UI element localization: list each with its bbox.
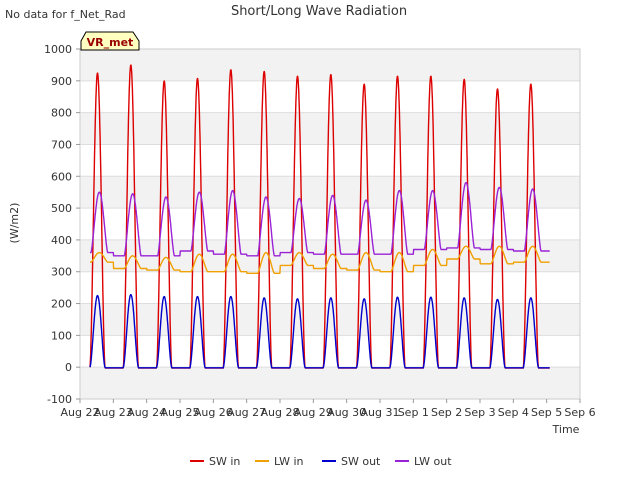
chart-title: Short/Long Wave Radiation [231, 4, 407, 19]
legend-label: LW in [274, 455, 304, 468]
x-tick-label: Aug 30 [327, 406, 366, 419]
x-tick-label: Aug 26 [194, 406, 233, 419]
x-tick-label: Sep 2 [431, 406, 462, 419]
legend: SW in LW in SW out LW out [190, 455, 452, 468]
band [80, 112, 580, 145]
x-tick-label: Aug 25 [161, 406, 200, 419]
y-tick-label: 1000 [44, 43, 72, 56]
y-tick-label: 400 [51, 234, 72, 247]
x-tick-label: Aug 24 [127, 406, 166, 419]
x-tick-label: Sep 1 [398, 406, 429, 419]
series-lines [89, 64, 551, 369]
series-line-sw-out [89, 294, 551, 369]
y-tick-label: 200 [51, 298, 72, 311]
y-tick-label: 300 [51, 266, 72, 279]
site-badge-label: VR_met [87, 36, 134, 49]
x-tick-label: Sep 4 [498, 406, 529, 419]
plot-background-bands [80, 49, 580, 399]
site-badge-shape [80, 31, 140, 51]
legend-label: SW out [341, 455, 381, 468]
no-data-note: No data for f_Net_Rad [5, 8, 126, 21]
x-tick-label: Aug 29 [294, 406, 333, 419]
x-tick-label: Sep 6 [564, 406, 595, 419]
x-tick-label: Aug 28 [261, 406, 300, 419]
site-badge: VR_met [80, 31, 140, 51]
y-axis-label: (W/m2) [8, 203, 21, 244]
x-axis-label: Time [552, 423, 580, 436]
x-tick-label: Sep 3 [464, 406, 495, 419]
x-tick-label: Aug 27 [227, 406, 266, 419]
y-tick-label: 700 [51, 138, 72, 151]
x-tick-label: Sep 5 [531, 406, 562, 419]
x-tick-label: Aug 31 [361, 406, 400, 419]
legend-label: LW out [414, 455, 452, 468]
band [80, 367, 580, 399]
y-tick-label: 500 [51, 202, 72, 215]
y-tick-label: 0 [65, 361, 72, 374]
series-line-lw-out [89, 181, 551, 257]
series-line-lw-in [89, 245, 551, 274]
x-tick-label: Aug 22 [61, 406, 100, 419]
y-tick-label: -100 [47, 393, 72, 406]
y-tick-label: 600 [51, 170, 72, 183]
y-tick-label: 800 [51, 107, 72, 120]
y-axis: -100 0 100 200 300 400 500 600 700 800 900 1000 [44, 43, 80, 406]
y-tick-label: 900 [51, 75, 72, 88]
y-tick-label: 100 [51, 329, 72, 342]
band [80, 303, 580, 336]
legend-label: SW in [209, 455, 240, 468]
x-tick-label: Aug 23 [94, 406, 133, 419]
plot-frame [79, 48, 581, 400]
